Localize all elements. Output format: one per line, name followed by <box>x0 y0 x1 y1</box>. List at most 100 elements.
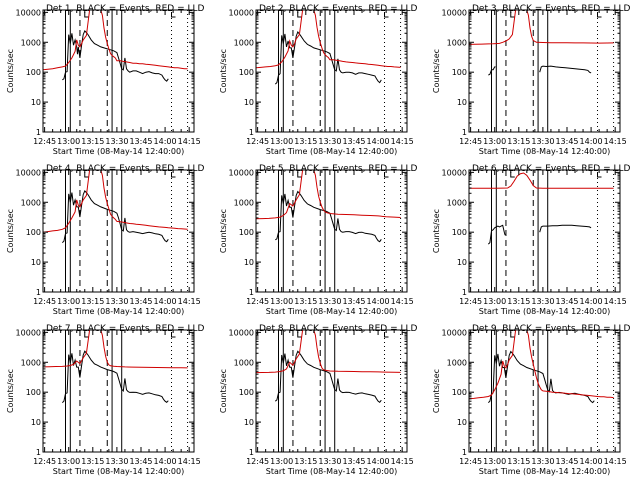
plot-frame <box>255 169 408 293</box>
y-tick-label: 10 <box>457 418 467 427</box>
bracket-marker <box>171 172 176 178</box>
y-tick-label: 1 <box>249 448 254 457</box>
x-tick-label: 12:45 <box>246 137 269 146</box>
detector-chart-5: 12:45 13:00 13:15 13:30 13:45 14:00 14:15 1 10 10… <box>219 164 418 316</box>
x-tick-label: 13:45 <box>555 297 578 306</box>
events-series-6-0 <box>487 224 506 245</box>
x-tick-label: 12:45 <box>33 457 56 466</box>
x-tick-label: 14:00 <box>580 137 603 146</box>
x-tick-label: 13:00 <box>483 457 506 466</box>
x-tick-label: 13:30 <box>531 137 554 146</box>
x-tick-label: 13:00 <box>57 457 80 466</box>
x-tick-label: 13:30 <box>318 297 341 306</box>
x-tick-label: 13:30 <box>105 457 128 466</box>
detector-chart-1: 12:45 13:00 13:15 13:30 13:45 14:00 14:15 1 10 10… <box>6 4 205 156</box>
x-tick-label: 13:00 <box>483 297 506 306</box>
y-axis-label: Counts/sec <box>6 209 15 253</box>
y-tick-label: 1000 <box>447 198 467 207</box>
x-tick-label: 13:45 <box>342 297 365 306</box>
y-tick-label: 100 <box>452 388 467 397</box>
bracket-marker <box>171 12 176 18</box>
y-tick-label: 1 <box>249 128 254 137</box>
x-axis-label: Start Time (08-May-14 12:40:00) <box>266 467 397 476</box>
x-tick-label: 14:00 <box>367 297 390 306</box>
x-tick-label: 14:15 <box>391 137 414 146</box>
y-axis-label: Counts/sec <box>432 49 441 93</box>
x-tick-label: 13:15 <box>507 457 530 466</box>
y-tick-label: 100 <box>452 228 467 237</box>
bracket-marker <box>297 172 302 178</box>
x-tick-label: 14:00 <box>367 457 390 466</box>
y-tick-label: 10 <box>31 258 41 267</box>
plot-frame <box>42 169 195 293</box>
y-tick-label: 10 <box>31 98 41 107</box>
y-axis-label: Counts/sec <box>219 369 228 413</box>
y-tick-label: 10000 <box>229 8 254 17</box>
x-tick-label: 13:15 <box>81 137 104 146</box>
y-tick-label: 1 <box>249 288 254 297</box>
x-tick-label: 13:45 <box>555 457 578 466</box>
plot-frame <box>468 329 621 453</box>
lld-series-5-1 <box>256 170 401 220</box>
detector-chart-3: 12:45 13:00 13:15 13:30 13:45 14:00 14:15 1 10 10… <box>432 4 631 156</box>
y-tick-label: 1000 <box>21 358 41 367</box>
y-tick-label: 10000 <box>16 328 41 337</box>
y-tick-label: 10000 <box>442 328 467 337</box>
x-tick-label: 14:00 <box>154 457 177 466</box>
y-tick-label: 100 <box>239 68 254 77</box>
x-tick-label: 13:30 <box>531 457 554 466</box>
x-tick-label: 13:30 <box>318 457 341 466</box>
plot-frame <box>42 329 195 453</box>
bracket-marker <box>597 332 602 338</box>
bracket-marker <box>297 332 302 338</box>
chart-title: Det 3, BLACK = Events, RED = LLD <box>472 4 631 14</box>
events-series-4-0 <box>61 190 169 243</box>
events-series-8-0 <box>274 350 382 403</box>
x-axis-label: Start Time (08-May-14 12:40:00) <box>53 307 184 316</box>
y-axis-label: Counts/sec <box>432 209 441 253</box>
events-series-5-0 <box>275 190 382 243</box>
x-tick-label: 14:15 <box>391 297 414 306</box>
x-tick-label: 13:45 <box>342 137 365 146</box>
y-axis-label: Counts/sec <box>6 369 15 413</box>
y-tick-label: 10 <box>457 258 467 267</box>
y-tick-label: 100 <box>239 228 254 237</box>
bracket-marker <box>297 12 302 18</box>
x-axis-label: Start Time (08-May-14 12:40:00) <box>53 467 184 476</box>
chart-title: Det 2, BLACK = Events, RED = LLD <box>259 4 418 14</box>
y-tick-label: 10 <box>244 98 254 107</box>
y-tick-label: 1 <box>462 128 467 137</box>
x-tick-label: 14:00 <box>580 297 603 306</box>
events-series-3-1 <box>539 65 592 74</box>
chart-title: Det 1, BLACK = Events, RED = LLD <box>46 4 205 14</box>
plot-frame <box>468 169 621 293</box>
bracket-marker <box>597 172 602 178</box>
x-tick-label: 12:45 <box>459 297 482 306</box>
x-tick-label: 13:00 <box>483 137 506 146</box>
y-tick-label: 100 <box>26 228 41 237</box>
y-tick-label: 1 <box>36 288 41 297</box>
bracket-marker <box>84 332 89 338</box>
y-tick-label: 1000 <box>21 198 41 207</box>
x-tick-label: 13:00 <box>270 137 293 146</box>
x-tick-label: 14:00 <box>367 137 390 146</box>
detector-chart-2: 12:45 13:00 13:15 13:30 13:45 14:00 14:15 1 10 10… <box>219 4 418 156</box>
y-tick-label: 1 <box>36 448 41 457</box>
y-tick-label: 1000 <box>447 358 467 367</box>
x-tick-label: 14:15 <box>604 457 627 466</box>
x-tick-label: 13:15 <box>507 297 530 306</box>
bracket-marker <box>510 332 515 338</box>
x-tick-label: 13:30 <box>105 297 128 306</box>
x-tick-label: 13:30 <box>318 137 341 146</box>
x-tick-label: 12:45 <box>246 457 269 466</box>
y-tick-label: 100 <box>26 68 41 77</box>
events-series-1-0 <box>62 30 169 82</box>
detector-chart-8: 12:45 13:00 13:15 13:30 13:45 14:00 14:15 1 10 10… <box>219 324 418 476</box>
x-tick-label: 13:15 <box>81 297 104 306</box>
x-axis-label: Start Time (08-May-14 12:40:00) <box>479 467 610 476</box>
x-tick-label: 12:45 <box>33 137 56 146</box>
y-tick-label: 1000 <box>447 38 467 47</box>
x-axis-label: Start Time (08-May-14 12:40:00) <box>266 307 397 316</box>
x-tick-label: 13:15 <box>294 457 317 466</box>
